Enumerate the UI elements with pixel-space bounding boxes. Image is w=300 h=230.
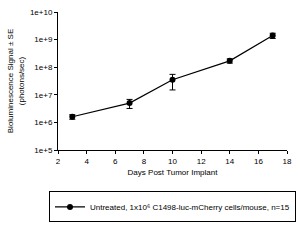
svg-text:Bioluminescence Signal ± SE(ph: Bioluminescence Signal ± SE(photons/sec) bbox=[6, 29, 25, 133]
svg-text:4: 4 bbox=[84, 157, 89, 166]
svg-text:1e+6: 1e+6 bbox=[34, 118, 53, 127]
svg-text:1e+8: 1e+8 bbox=[34, 63, 53, 72]
svg-text:12: 12 bbox=[197, 157, 206, 166]
svg-text:1e+10: 1e+10 bbox=[30, 8, 53, 17]
svg-text:18: 18 bbox=[283, 157, 292, 166]
svg-text:10: 10 bbox=[168, 157, 177, 166]
svg-text:2: 2 bbox=[56, 157, 61, 166]
svg-text:1e+9: 1e+9 bbox=[34, 35, 53, 44]
svg-text:16: 16 bbox=[254, 157, 263, 166]
svg-text:Untreated, 1x10⁶ C1498-luc-mCh: Untreated, 1x10⁶ C1498-luc-mCherry cells… bbox=[90, 203, 290, 212]
svg-text:Days Post Tumor Implant: Days Post Tumor Implant bbox=[128, 168, 219, 177]
svg-text:8: 8 bbox=[142, 157, 147, 166]
svg-text:1e+7: 1e+7 bbox=[34, 91, 53, 100]
svg-text:6: 6 bbox=[113, 157, 118, 166]
svg-text:1e+5: 1e+5 bbox=[34, 146, 53, 155]
svg-text:14: 14 bbox=[225, 157, 234, 166]
